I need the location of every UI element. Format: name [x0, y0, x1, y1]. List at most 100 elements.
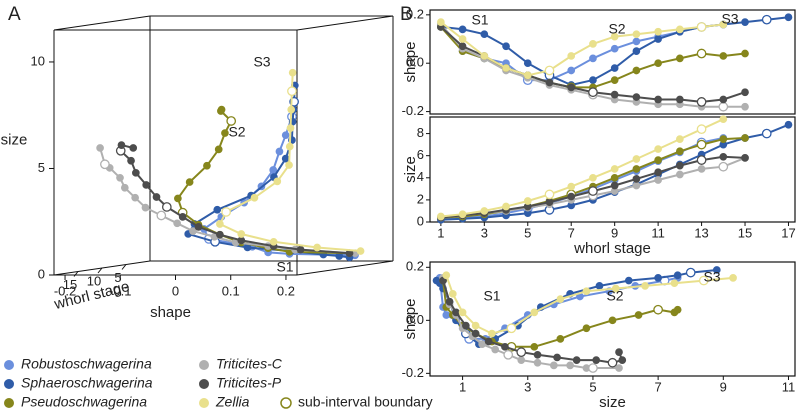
annotation: S3	[721, 11, 738, 27]
plot-frame	[429, 116, 796, 223]
x-tick-label: 5	[589, 379, 596, 394]
z-tick-label: 5	[38, 160, 45, 175]
point	[673, 271, 682, 280]
point	[491, 345, 500, 354]
x-tick-label: 3	[524, 379, 531, 394]
point	[523, 197, 532, 205]
point	[582, 287, 591, 296]
point	[523, 71, 532, 80]
point	[676, 147, 684, 156]
point	[141, 203, 150, 212]
annotation: S2	[606, 288, 623, 304]
boundary-marker	[503, 349, 514, 360]
point	[632, 155, 641, 163]
point	[285, 161, 293, 169]
point	[632, 165, 641, 173]
y-tick-label: 8	[417, 125, 424, 140]
annotation: S3	[253, 54, 270, 70]
point	[203, 161, 211, 170]
point	[624, 276, 633, 285]
series-line	[445, 274, 734, 335]
x-tick-label: 7	[655, 379, 662, 394]
point	[442, 271, 451, 280]
point	[502, 42, 510, 51]
boundary-marker	[588, 87, 598, 98]
x-tick-label: 17	[781, 225, 795, 240]
point	[673, 305, 682, 314]
point	[221, 129, 229, 137]
point	[131, 193, 139, 202]
point	[676, 54, 684, 63]
y-axis-title: size	[402, 156, 419, 183]
point	[589, 76, 597, 84]
point	[445, 297, 454, 306]
x-tick-label: -0.2	[54, 283, 76, 298]
x-tick-label: 0.2	[277, 283, 295, 298]
point	[269, 237, 278, 246]
point	[142, 181, 151, 189]
boundary-marker	[698, 275, 709, 286]
point	[654, 59, 662, 68]
point	[719, 152, 728, 161]
point	[285, 142, 294, 151]
y-tick-label: 0.2	[406, 259, 424, 274]
point	[237, 236, 246, 245]
point	[127, 156, 135, 165]
point	[530, 308, 539, 317]
point	[442, 311, 451, 319]
legend-label: Triticites-C	[216, 356, 283, 372]
point	[173, 219, 181, 228]
y-tick-label: 0	[417, 213, 424, 228]
point	[437, 212, 445, 221]
y-tick-label: 10	[87, 273, 101, 288]
point	[313, 243, 321, 252]
point	[480, 52, 489, 60]
legend-label: Zellia	[215, 394, 250, 410]
point	[567, 52, 576, 60]
point	[654, 156, 662, 164]
point	[269, 166, 278, 174]
boundary-marker	[761, 14, 772, 25]
point	[566, 361, 574, 370]
point	[533, 350, 542, 359]
point	[458, 25, 467, 34]
boundary-marker	[506, 323, 517, 334]
point	[120, 183, 129, 192]
boundary-marker	[544, 65, 555, 76]
point	[611, 284, 620, 293]
point	[132, 168, 140, 177]
point	[654, 35, 662, 43]
point	[275, 147, 284, 156]
point	[610, 173, 619, 182]
y-tick-label: 4	[417, 169, 424, 184]
point	[634, 311, 643, 319]
point	[556, 295, 565, 303]
point	[523, 59, 532, 68]
point	[719, 135, 728, 143]
x-axis-title: shape	[150, 304, 191, 321]
point	[178, 213, 187, 221]
point	[719, 20, 728, 29]
point	[632, 37, 641, 46]
point	[286, 124, 295, 132]
boundary-marker	[588, 186, 598, 196]
y-tick-label: 0.0	[406, 312, 424, 327]
x-tick-label: 11	[782, 379, 796, 394]
annotation: S1	[471, 12, 488, 28]
annotation: S1	[276, 259, 293, 275]
boundary-marker	[226, 116, 237, 126]
x-axis-title: whorl stage	[573, 240, 651, 257]
point	[478, 340, 486, 349]
point	[632, 93, 641, 101]
boundary-marker	[696, 97, 707, 107]
box-edge	[296, 260, 394, 276]
point	[217, 105, 226, 114]
point	[719, 115, 728, 124]
boundary-marker	[718, 161, 729, 172]
point	[213, 205, 222, 214]
z-axis-title: size	[1, 131, 28, 148]
point	[517, 356, 526, 364]
point	[549, 361, 558, 370]
legend-label: Robustoschwagerina	[21, 356, 152, 372]
